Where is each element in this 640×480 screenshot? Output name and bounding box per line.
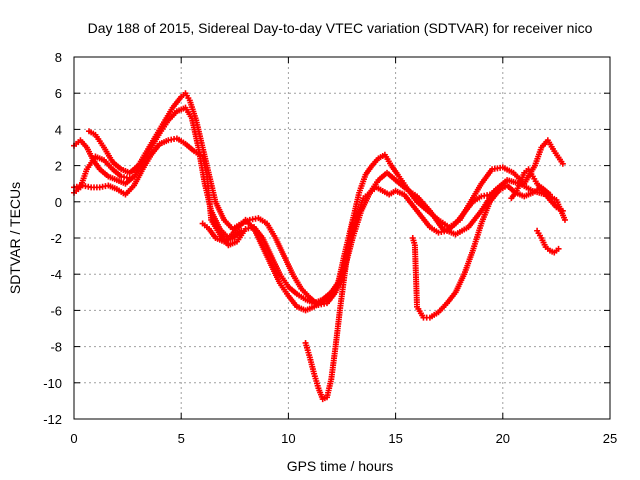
y-tick-label: -12 <box>43 412 62 427</box>
y-tick-label: 4 <box>55 122 62 137</box>
chart-title: Day 188 of 2015, Sidereal Day-to-day VTE… <box>88 20 593 36</box>
y-tick-label: 2 <box>55 159 62 174</box>
data-point <box>559 207 566 214</box>
axis-ticks <box>73 56 611 420</box>
data-point <box>349 220 356 227</box>
y-tick-label: -6 <box>50 303 62 318</box>
y-axis-label: SDTVAR / TECUs <box>7 182 23 294</box>
x-tick-label: 10 <box>281 431 295 446</box>
x-tick-label: 0 <box>70 431 77 446</box>
x-tick-label: 15 <box>388 431 402 446</box>
x-tick-label: 20 <box>496 431 510 446</box>
data-points <box>71 90 568 403</box>
data-point <box>561 216 568 223</box>
data-point <box>495 187 502 194</box>
x-tick-label: 5 <box>178 431 185 446</box>
y-tick-label: 0 <box>55 195 62 210</box>
y-tick-label: -10 <box>43 376 62 391</box>
y-tick-label: -4 <box>50 267 62 282</box>
data-point <box>238 227 245 234</box>
y-tick-label: -8 <box>50 340 62 355</box>
data-point <box>559 160 566 167</box>
x-tick-label: 25 <box>603 431 617 446</box>
y-tick-label: 8 <box>55 50 62 65</box>
grid <box>74 57 610 419</box>
data-point <box>555 245 562 252</box>
y-tick-label: -2 <box>50 231 62 246</box>
x-axis-label: GPS time / hours <box>287 458 394 474</box>
data-point <box>126 175 133 182</box>
y-tick-label: 6 <box>55 86 62 101</box>
